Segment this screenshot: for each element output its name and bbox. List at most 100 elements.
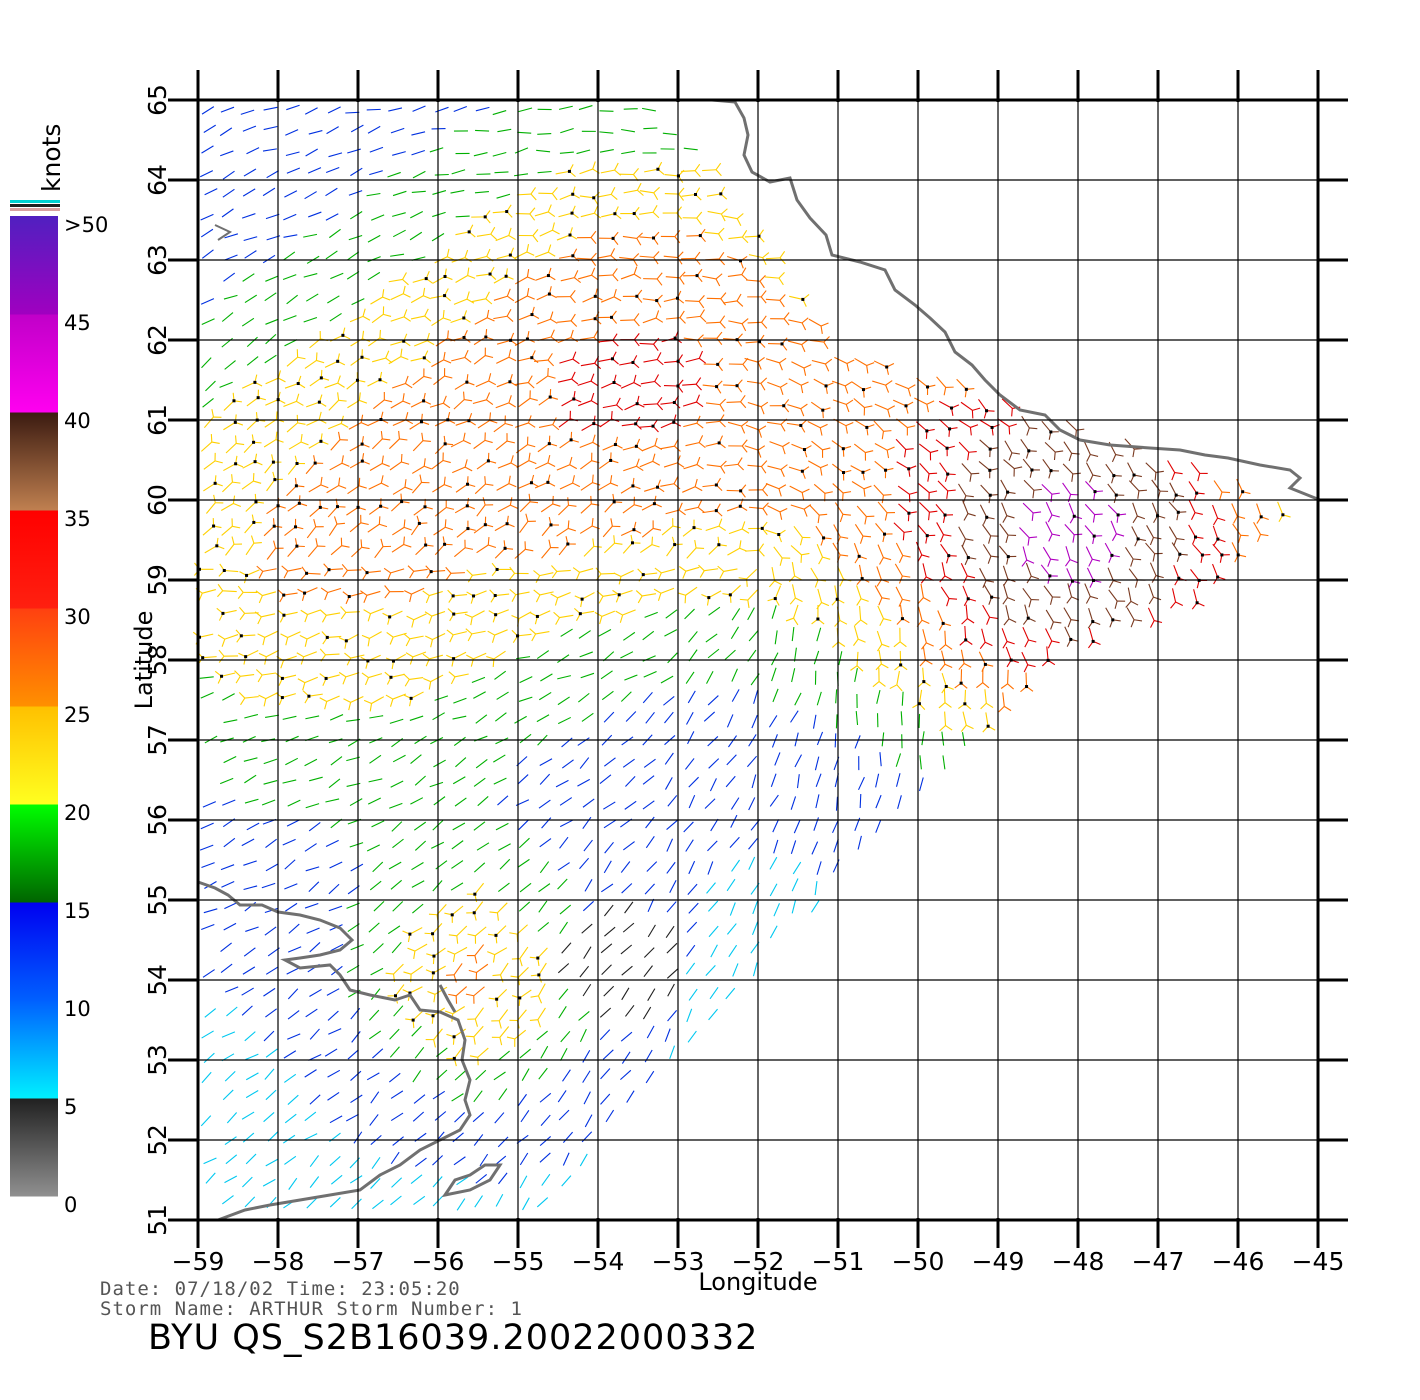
wind-barb bbox=[558, 1006, 567, 1019]
wind-barb bbox=[469, 1047, 489, 1066]
wind-barb bbox=[1045, 521, 1061, 542]
wind-barb bbox=[770, 312, 790, 326]
wind-barb bbox=[262, 148, 277, 152]
wind-barb bbox=[621, 987, 630, 1001]
wind-barb bbox=[305, 1008, 318, 1018]
wind-barb bbox=[708, 1008, 718, 1021]
wind-barb bbox=[465, 986, 485, 1004]
wind-barb bbox=[261, 799, 276, 806]
wind-barb bbox=[1022, 626, 1037, 648]
wind-barb bbox=[876, 566, 890, 587]
wind-barb bbox=[346, 1113, 359, 1122]
wind-barb bbox=[1127, 462, 1142, 483]
wind-barb bbox=[473, 777, 486, 787]
wind-barb bbox=[241, 987, 254, 996]
wind-barb bbox=[514, 269, 536, 285]
wind-barb bbox=[431, 351, 452, 368]
wind-barb bbox=[794, 754, 802, 768]
wind-barb bbox=[727, 420, 749, 434]
wind-barb bbox=[787, 403, 808, 417]
wind-barb bbox=[282, 779, 297, 784]
lon-tick-label: −58 bbox=[252, 1247, 305, 1276]
wind-barb bbox=[685, 435, 706, 449]
wind-barb bbox=[620, 206, 640, 221]
wind-barb bbox=[258, 649, 280, 665]
wind-barb bbox=[998, 692, 1012, 713]
wind-barb bbox=[958, 441, 977, 461]
wind-barb bbox=[216, 607, 237, 621]
wind-barb bbox=[344, 652, 365, 666]
wind-barb bbox=[309, 369, 330, 387]
wind-barb bbox=[341, 564, 362, 578]
wind-barb bbox=[243, 236, 258, 242]
wind-barb bbox=[473, 248, 494, 262]
wind-barb bbox=[979, 439, 999, 458]
wind-barb bbox=[455, 224, 476, 238]
wind-barb bbox=[391, 536, 412, 553]
wind-barb bbox=[447, 589, 468, 603]
wind-barb bbox=[731, 608, 741, 621]
wind-barb bbox=[536, 1030, 548, 1041]
wind-barb bbox=[747, 460, 768, 474]
wind-barb bbox=[475, 106, 490, 112]
wind-barb bbox=[264, 1068, 275, 1080]
wind-barb bbox=[1086, 567, 1102, 588]
wind-barb bbox=[384, 585, 404, 599]
wind-barb bbox=[666, 536, 683, 557]
wind-barb bbox=[1005, 646, 1019, 668]
wind-barb bbox=[856, 505, 875, 525]
wind-barb bbox=[308, 211, 322, 218]
wind-barb bbox=[915, 421, 935, 439]
legend-cap-stripe bbox=[10, 200, 60, 203]
wind-barb bbox=[577, 778, 591, 787]
wind-barb bbox=[1043, 585, 1061, 605]
wind-barb bbox=[663, 290, 685, 304]
wind-barb bbox=[275, 692, 296, 706]
wind-barb bbox=[264, 926, 277, 936]
wind-barb bbox=[620, 374, 642, 389]
wind-barb bbox=[246, 147, 260, 155]
wind-barb bbox=[688, 631, 698, 643]
wind-barb bbox=[1108, 589, 1126, 609]
wind-barb bbox=[220, 106, 235, 113]
wind-barb bbox=[621, 736, 634, 746]
wind-barb bbox=[622, 922, 635, 933]
wind-barb bbox=[534, 353, 555, 367]
wind-barb bbox=[688, 794, 696, 809]
wind-barb bbox=[728, 521, 750, 535]
wind-barb bbox=[382, 610, 403, 625]
wind-barb bbox=[686, 309, 707, 323]
wind-barb bbox=[1149, 562, 1164, 583]
wind-barb bbox=[285, 129, 299, 136]
wind-barb bbox=[385, 693, 407, 707]
lat-tick-label: 54 bbox=[143, 964, 172, 996]
wind-barb bbox=[412, 170, 426, 179]
wind-barb bbox=[219, 127, 233, 137]
wind-barb bbox=[519, 676, 533, 684]
wind-barb bbox=[1132, 502, 1146, 524]
wind-barb bbox=[306, 518, 324, 539]
wind-barb bbox=[242, 966, 256, 975]
wind-barb bbox=[244, 1196, 256, 1208]
wind-barb bbox=[666, 861, 676, 874]
wind-barb bbox=[960, 401, 981, 419]
wind-barb bbox=[853, 542, 867, 564]
wind-barb bbox=[370, 1177, 381, 1189]
wind-barb bbox=[874, 585, 890, 606]
wind-barb bbox=[392, 838, 404, 849]
wind-barb bbox=[688, 649, 698, 662]
wind-barb bbox=[793, 647, 797, 662]
wind-barb bbox=[664, 629, 678, 637]
wind-barb bbox=[392, 901, 404, 912]
wind-barb bbox=[203, 452, 223, 470]
wind-barb bbox=[578, 630, 591, 639]
wind-barb bbox=[402, 927, 423, 943]
wind-barb bbox=[728, 439, 748, 453]
wind-barb bbox=[349, 436, 370, 452]
wind-barb bbox=[412, 368, 432, 386]
wind-barb bbox=[392, 754, 406, 763]
wind-barb bbox=[426, 947, 446, 965]
wind-barb bbox=[879, 752, 882, 767]
wind-barb bbox=[239, 606, 259, 621]
